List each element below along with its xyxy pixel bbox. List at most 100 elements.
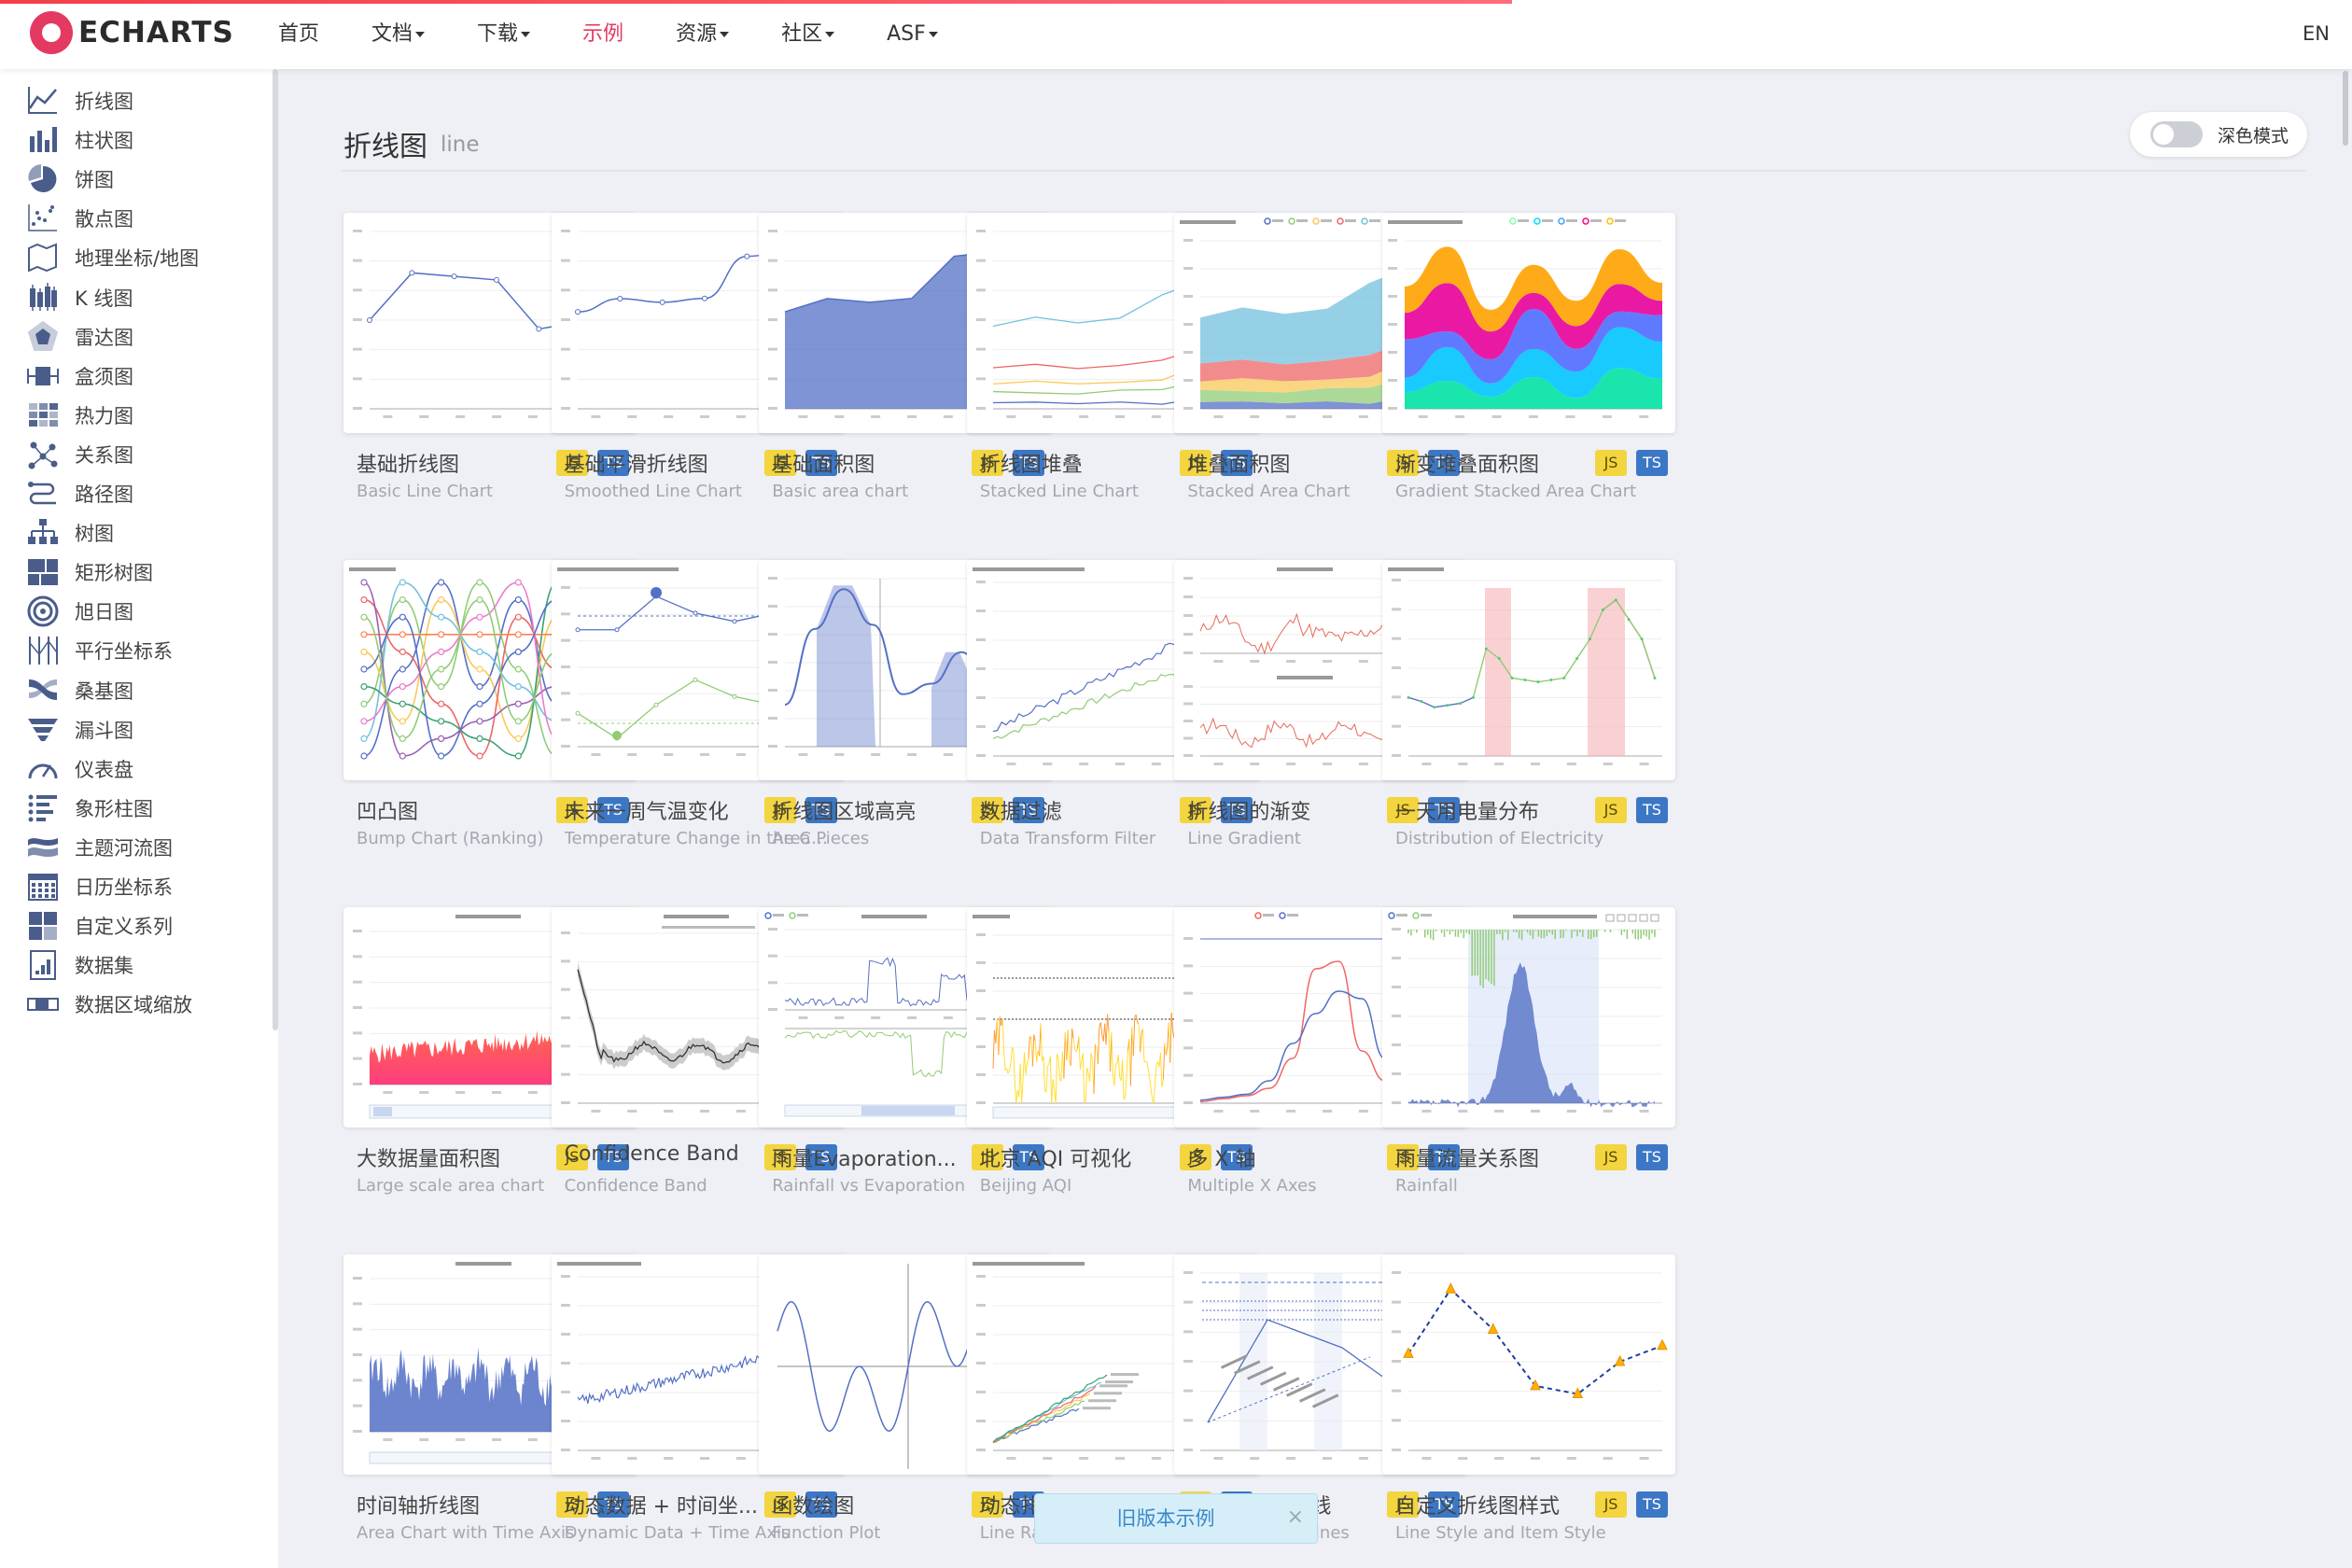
example-title[interactable]: 堆叠面积图	[1187, 454, 1291, 477]
language-switch[interactable]: EN	[2303, 22, 2330, 45]
example-card[interactable]: 雨量流量关系图 Rainfall JS TS	[1382, 907, 1675, 1215]
sidebar-item-14[interactable]: 平行坐标系	[26, 632, 173, 669]
ts-badge[interactable]: TS	[1428, 797, 1461, 823]
sidebar-item-10[interactable]: 路径图	[26, 475, 133, 512]
js-badge[interactable]: JS	[556, 797, 588, 823]
sidebar-item-11[interactable]: 树图	[26, 514, 114, 552]
example-title[interactable]: 北京 AQI 可视化	[979, 1148, 1132, 1171]
nav-item-2[interactable]: 下载	[477, 0, 531, 69]
sidebar-item-21[interactable]: 自定义系列	[26, 907, 173, 945]
sidebar-item-1[interactable]: 柱状图	[26, 121, 133, 159]
example-title[interactable]: 动态数据 + 时间坐...	[564, 1495, 758, 1519]
sidebar-item-23[interactable]: 数据区域缩放	[26, 986, 192, 1023]
example-title[interactable]: 折线图区域高亮	[772, 801, 917, 824]
ts-badge[interactable]: TS	[1013, 1144, 1045, 1170]
example-title[interactable]: 折线图的渐变	[1187, 801, 1311, 824]
example-title[interactable]: 雨量流量关系图	[1395, 1148, 1540, 1171]
ts-badge[interactable]: TS	[1013, 450, 1045, 476]
page-scrollbar-thumb[interactable]	[2343, 71, 2348, 146]
js-badge[interactable]: JS	[1595, 450, 1627, 476]
ts-badge[interactable]: TS	[1636, 1491, 1668, 1518]
ts-badge[interactable]: TS	[1636, 1144, 1668, 1170]
ts-badge[interactable]: TS	[1636, 450, 1668, 476]
nav-item-6[interactable]: ASF	[887, 0, 938, 69]
example-title[interactable]: 自定义折线图样式	[1395, 1495, 1561, 1519]
example-thumbnail-gradient-stacked[interactable]	[1382, 213, 1675, 433]
ts-badge[interactable]: TS	[805, 450, 837, 476]
example-title[interactable]: 一天用电量分布	[1395, 801, 1540, 824]
js-badge[interactable]: JS	[1387, 450, 1420, 476]
js-badge[interactable]: JS	[972, 1491, 1004, 1518]
example-thumbnail-rainfall-flow[interactable]	[1382, 907, 1675, 1127]
example-title[interactable]: 函数绘图	[772, 1495, 855, 1519]
example-thumbnail-electricity[interactable]	[1382, 560, 1675, 780]
js-badge[interactable]: JS	[1387, 1144, 1420, 1170]
example-title[interactable]: 基础平滑折线图	[564, 454, 708, 477]
example-title[interactable]: 大数据量面积图	[357, 1148, 501, 1171]
js-badge[interactable]: JS	[1595, 797, 1627, 823]
ts-badge[interactable]: TS	[805, 1144, 837, 1170]
js-badge[interactable]: JS	[1595, 1491, 1627, 1518]
ts-badge[interactable]: TS	[1636, 797, 1668, 823]
nav-item-5[interactable]: 社区	[781, 0, 835, 69]
example-title[interactable]: 雨量Evaporation...	[772, 1148, 957, 1171]
example-title[interactable]: 凹凸图	[357, 801, 419, 824]
js-badge[interactable]: JS	[972, 797, 1004, 823]
sidebar-item-6[interactable]: 雷达图	[26, 318, 133, 356]
sidebar-item-7[interactable]: 盒须图	[26, 357, 133, 395]
js-badge[interactable]: JS	[556, 1491, 588, 1518]
sidebar-scrollbar[interactable]	[273, 69, 278, 1030]
old-version-link[interactable]: 旧版本示例	[1116, 1507, 1215, 1530]
old-version-toast[interactable]: 旧版本示例 ×	[1034, 1493, 1318, 1544]
example-title[interactable]: 基础折线图	[357, 454, 460, 477]
ts-badge[interactable]: TS	[805, 797, 837, 823]
toast-close-icon[interactable]: ×	[1286, 1505, 1304, 1529]
js-badge[interactable]: JS	[1387, 797, 1420, 823]
ts-badge[interactable]: TS	[1013, 797, 1045, 823]
example-title[interactable]: 渐变堆叠面积图	[1395, 454, 1540, 477]
sidebar-item-2[interactable]: 饼图	[26, 161, 114, 198]
sidebar-item-13[interactable]: 旭日图	[26, 593, 133, 630]
echarts-logo[interactable]: ECHARTS	[30, 11, 234, 54]
js-badge[interactable]: JS	[1179, 450, 1211, 476]
sidebar-item-15[interactable]: 桑基图	[26, 672, 133, 709]
js-badge[interactable]: JS	[763, 450, 796, 476]
sidebar-item-3[interactable]: 散点图	[26, 200, 133, 237]
js-badge[interactable]: JS	[1179, 1144, 1211, 1170]
ts-badge[interactable]: TS	[597, 1491, 629, 1518]
dark-mode-switch[interactable]	[2150, 121, 2203, 147]
sidebar-item-22[interactable]: 数据集	[26, 946, 133, 984]
example-title[interactable]: Confidence Band	[564, 1142, 739, 1166]
nav-item-0[interactable]: 首页	[278, 0, 319, 69]
sidebar-item-20[interactable]: 日历坐标系	[26, 868, 173, 905]
js-badge[interactable]: JS	[1179, 797, 1211, 823]
sidebar-item-17[interactable]: 仪表盘	[26, 750, 133, 788]
nav-item-1[interactable]: 文档	[371, 0, 426, 69]
js-badge[interactable]: JS	[972, 450, 1004, 476]
ts-badge[interactable]: TS	[1428, 1144, 1461, 1170]
sidebar-item-18[interactable]: 象形柱图	[26, 790, 153, 827]
example-card[interactable]: 一天用电量分布 Distribution of Electricity JS TS	[1382, 560, 1675, 868]
js-badge[interactable]: JS	[1387, 1491, 1420, 1518]
js-badge[interactable]: JS	[763, 797, 796, 823]
ts-badge[interactable]: TS	[1220, 797, 1253, 823]
js-badge[interactable]: JS	[556, 1144, 588, 1170]
ts-badge[interactable]: TS	[597, 797, 629, 823]
js-badge[interactable]: JS	[1595, 1144, 1627, 1170]
nav-item-4[interactable]: 资源	[676, 0, 730, 69]
ts-badge[interactable]: TS	[1428, 1491, 1461, 1518]
example-title[interactable]: 基础面积图	[772, 454, 875, 477]
ts-badge[interactable]: TS	[1220, 1144, 1253, 1170]
ts-badge[interactable]: TS	[1428, 450, 1461, 476]
ts-badge[interactable]: TS	[597, 450, 629, 476]
nav-item-3[interactable]: 示例	[582, 0, 623, 69]
sidebar-item-5[interactable]: K 线图	[26, 279, 133, 316]
sidebar-item-8[interactable]: 热力图	[26, 397, 133, 434]
js-badge[interactable]: JS	[556, 450, 588, 476]
ts-badge[interactable]: TS	[1220, 450, 1253, 476]
dark-mode-toggle[interactable]: 深色模式	[2130, 112, 2307, 157]
example-title[interactable]: 数据过滤	[979, 801, 1062, 824]
sidebar-item-4[interactable]: 地理坐标/地图	[26, 239, 199, 276]
ts-badge[interactable]: TS	[805, 1491, 837, 1518]
js-badge[interactable]: JS	[763, 1491, 796, 1518]
